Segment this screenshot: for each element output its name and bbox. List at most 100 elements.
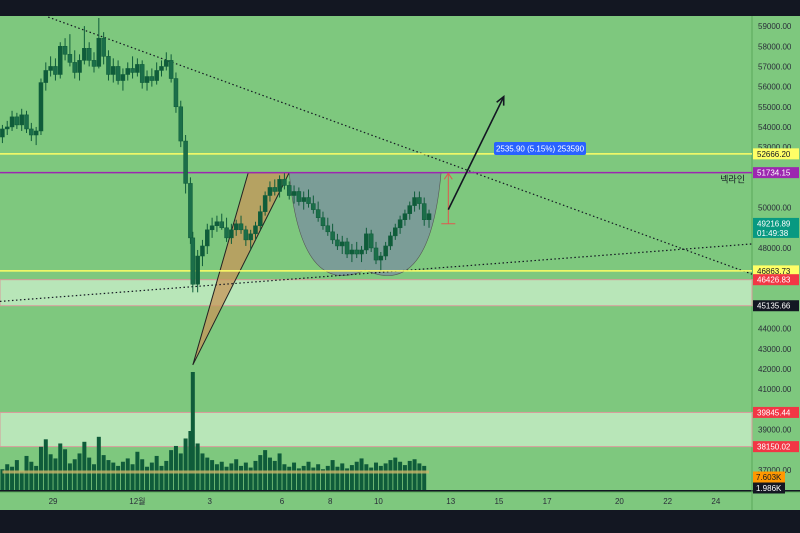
candle-body [277,179,282,192]
volume-bar [38,446,43,490]
volume-bar [19,471,24,490]
candle-body [190,237,196,285]
tag-51734-box [753,167,799,179]
tag-vol-ma: 7.603K [756,473,782,482]
tag-39845-box [753,406,799,418]
tag-vol-box [753,482,785,494]
time-tick-label: 15 [494,497,503,506]
time-tick-label: 17 [543,497,552,506]
candle-body [397,219,403,229]
candle-body [154,70,159,81]
candle-body [301,197,306,202]
volume-bar [195,443,200,490]
tag-46863: 46863.73 [757,267,791,276]
candle-body [164,60,169,67]
volume-bar [120,461,125,490]
candle-body [111,66,116,75]
volume-bar [335,466,340,490]
candle-body [412,197,417,206]
candle-body [272,187,278,192]
volume-bar [393,457,398,490]
volume-bar [140,459,145,490]
time-tick-label: 29 [49,497,58,506]
volume-bar [417,463,422,490]
volume-bar [0,469,5,490]
descending-resistance [47,16,753,275]
candle-body [139,64,145,83]
tag-38150: 38150.02 [757,443,791,452]
candle-body [183,140,188,184]
candle-body [286,185,292,196]
price-tick-label: 53000.00 [758,143,792,152]
volume-bar [359,458,364,490]
volume-bar [354,461,359,490]
candle-body [267,187,273,196]
candle-body [195,255,200,285]
candle-body [229,229,234,239]
candle-body [388,235,393,247]
ascending-support [0,243,753,303]
time-tick-label: 22 [663,497,672,506]
candle-body [393,227,398,237]
volume-bar [364,464,369,490]
candle-body [178,106,184,142]
volume-bar [210,460,215,490]
candle-body [383,245,388,257]
volume-bar [14,460,19,490]
volume-bar [248,467,253,490]
candle-body [188,183,193,239]
tag-45135-box [753,300,799,312]
price-tick-label: 59000.00 [758,22,792,31]
volume-bar [159,465,164,490]
tag-current: 49216.89 [757,219,791,228]
volume-bar [173,445,178,490]
forecast-arrow-head [496,95,505,106]
candle-body [168,60,174,79]
volume-bar [253,460,258,490]
candle-body [364,233,369,251]
volume-bar [383,463,388,490]
volume-bar [239,465,244,490]
candle-body [421,203,427,220]
candle-body [173,78,179,108]
candle-body [200,245,205,257]
candle-body [258,211,263,227]
price-tick-label: 56000.00 [758,83,792,92]
volume-bar [272,460,277,490]
candle-body [130,68,135,73]
volume-bar [96,436,101,490]
candle-body [262,195,268,212]
candle-body [243,229,249,241]
volume-bar [402,465,407,490]
candle-body [77,60,82,73]
candle-body [48,66,53,71]
candle-body [209,225,215,231]
candle-body [144,76,150,83]
tag-52666: 52666.20 [757,150,791,159]
volume-bar [188,431,193,490]
volume-bar [87,457,92,490]
volume-bar [219,461,224,490]
volume-bar [311,467,316,490]
tag-39845: 39845.44 [757,408,791,417]
price-tick-label: 42000.00 [758,365,792,374]
candle-body [330,231,335,241]
volume-bar [263,450,268,490]
candle-body [38,82,44,132]
volume-bar [320,469,325,490]
candle-body [296,191,302,202]
volume-bar [34,465,39,490]
volume-bar [82,441,87,490]
candle-body [58,46,63,75]
price-tick-label: 54000.00 [758,123,792,132]
volume-bar [398,461,403,490]
volume-bar [234,459,239,490]
volume-bar [292,462,297,490]
candle-body [19,114,24,126]
candle-body [349,249,355,255]
volume-bar [243,462,248,490]
candle-body [4,126,10,130]
volume-bar [58,443,63,490]
